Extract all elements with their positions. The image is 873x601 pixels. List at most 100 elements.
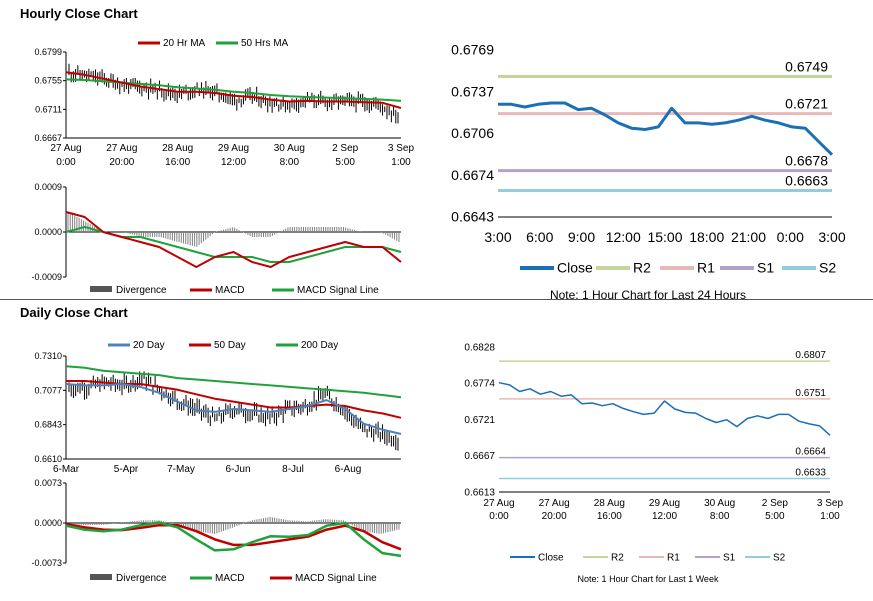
legend-macd: MACD: [215, 573, 244, 584]
macd-line: [65, 211, 402, 268]
legend-r2: R2: [611, 552, 624, 563]
legend-r2: R2: [633, 260, 651, 276]
x-tick-label: 29 Aug: [649, 498, 680, 509]
x-tick-label: 28 Aug: [594, 498, 625, 509]
legend-50hrs-ma: 50 Hrs MA: [241, 38, 289, 49]
x-tick-label: 27 Aug: [483, 498, 514, 509]
y-tick-label: 0.0000: [34, 518, 62, 528]
x-tick-label: 20:00: [542, 511, 567, 522]
level-s1-label: 0.6664: [795, 447, 826, 458]
y-tick-label: 0.6843: [34, 420, 62, 430]
legend-s2: S2: [819, 260, 836, 276]
legend-macd-signal: MACD Signal Line: [295, 573, 377, 584]
x-tick-label: 5-Apr: [114, 464, 139, 475]
level-r1-label: 0.6751: [795, 388, 826, 399]
ma20-line: [65, 71, 402, 109]
legend-r1: R1: [667, 552, 680, 563]
x-tick-label: 15:00: [647, 229, 682, 245]
y-tick-label: 0.6774: [464, 379, 495, 390]
x-tick-label: 21:00: [731, 229, 766, 245]
y-tick-label: 0.6799: [34, 47, 62, 57]
x-tick-label: 30 Aug: [704, 498, 735, 509]
x-tick-label: 18:00: [689, 229, 724, 245]
x-tick-label: 3:00: [484, 229, 511, 245]
x-tick-label: 8:00: [280, 157, 300, 168]
x-tick-label: 20:00: [109, 157, 134, 168]
x-tick-label: 28 Aug: [162, 143, 193, 154]
y-tick-label: 0.7310: [34, 351, 62, 361]
x-tick-label: 6:00: [526, 229, 553, 245]
x-tick-label: 2 Sep: [332, 143, 359, 154]
x-tick-label: 0:00: [56, 157, 76, 168]
x-tick-label: 12:00: [221, 157, 246, 168]
y-tick-label: -0.0009: [31, 272, 62, 282]
y-tick-label: 0.0073: [34, 478, 62, 488]
y-tick-label: 0.6667: [34, 133, 62, 143]
x-tick-label: 3 Sep: [388, 143, 415, 154]
level-r1-label: 0.6721: [785, 96, 828, 112]
close-line: [498, 101, 834, 156]
x-tick-label: 5:00: [335, 157, 355, 168]
y-tick-label: 0.6769: [451, 42, 494, 58]
y-tick-label: 0.6755: [34, 76, 62, 86]
legend-swatch: [90, 286, 112, 292]
legend-close: Close: [538, 552, 564, 563]
level-s2-label: 0.6663: [785, 172, 828, 188]
legend-20hr-ma: 20 Hr MA: [163, 38, 206, 49]
legend-close: Close: [557, 260, 593, 276]
x-tick-label: 16:00: [597, 511, 622, 522]
x-tick-label: 8-Jul: [282, 464, 304, 475]
y-tick-label: 0.6610: [34, 454, 62, 464]
x-tick-label: 2 Sep: [762, 498, 789, 509]
x-tick-label: 3:00: [818, 229, 845, 245]
level-r2-label: 0.6749: [785, 59, 828, 75]
close-line: [498, 381, 831, 436]
y-tick-label: 0.7077: [34, 385, 62, 395]
x-tick-label: 8:00: [710, 511, 730, 522]
macd-line: [65, 521, 402, 558]
x-tick-label: 6-Jun: [225, 464, 250, 475]
y-tick-label: 0.6667: [464, 451, 495, 462]
legend-macd: MACD: [215, 285, 244, 296]
x-tick-label: 12:00: [606, 229, 641, 245]
legend-divergence: Divergence: [116, 573, 167, 584]
x-tick-label: 27 Aug: [50, 143, 81, 154]
x-tick-label: 27 Aug: [539, 498, 570, 509]
day20-line: [65, 383, 402, 435]
level-r2-label: 0.6807: [795, 350, 826, 361]
y-tick-label: 0.6706: [451, 125, 494, 141]
y-tick-label: 0.6674: [451, 167, 494, 183]
y-tick-label: 0.0009: [34, 182, 62, 192]
y-tick-label: 0.6737: [451, 83, 494, 99]
x-tick-label: 30 Aug: [274, 143, 305, 154]
legend-s1: S1: [723, 552, 736, 563]
legend-s1: S1: [757, 260, 774, 276]
y-tick-label: 0.6721: [464, 415, 495, 426]
day200-line: [65, 365, 402, 399]
x-tick-label: 9:00: [568, 229, 595, 245]
y-tick-label: 0.6643: [451, 209, 494, 225]
x-tick-label: 0:00: [489, 511, 509, 522]
macd-signal-line: [65, 522, 402, 551]
x-tick-label: 7-May: [167, 464, 195, 475]
x-tick-label: 0:00: [777, 229, 804, 245]
x-tick-label: 12:00: [652, 511, 677, 522]
legend-swatch: [90, 574, 112, 580]
section-divider: [0, 299, 873, 300]
x-tick-label: 16:00: [165, 157, 190, 168]
legend-r1: R1: [697, 260, 715, 276]
legend-macd-signal: MACD Signal Line: [297, 285, 379, 296]
x-tick-label: 29 Aug: [218, 143, 249, 154]
y-tick-label: -0.0073: [31, 558, 62, 568]
y-tick-label: 0.6711: [35, 104, 62, 114]
y-tick-label: 0.6828: [464, 342, 495, 353]
legend-s2: S2: [773, 552, 786, 563]
daily-section-title: Daily Close Chart: [20, 305, 128, 320]
legend-200-day: 200 Day: [301, 340, 338, 351]
x-tick-label: 27 Aug: [106, 143, 137, 154]
